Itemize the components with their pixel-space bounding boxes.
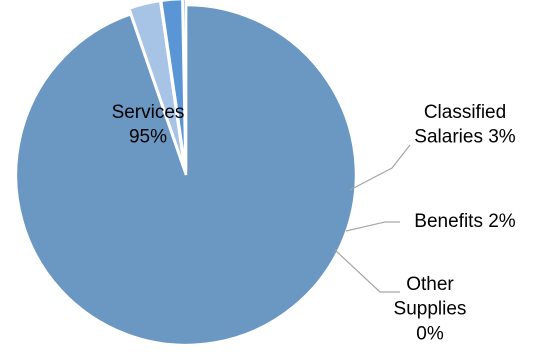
slice-labels: Services 95% Classified Salaries 3% Benefits… [112, 102, 516, 344]
leader-line-benefits [345, 221, 400, 232]
slice-label-other-supplies: Other Supplies 0% [394, 274, 467, 344]
slice-label-benefits: Benefits 2% [414, 211, 515, 232]
pie-slice-other-supplies [181, 0, 188, 170]
slice-label-services: Services 95% [112, 102, 185, 148]
pie-slices [14, 0, 358, 347]
leader-line-other-supplies [334, 249, 400, 293]
pie-slice-benefits [159, 0, 187, 170]
slice-label-classified-salaries: Classified Salaries 3% [414, 102, 515, 148]
leader-line-classified-salaries [349, 144, 411, 191]
pie-slice-services [14, 3, 358, 347]
leader-lines [334, 144, 411, 293]
